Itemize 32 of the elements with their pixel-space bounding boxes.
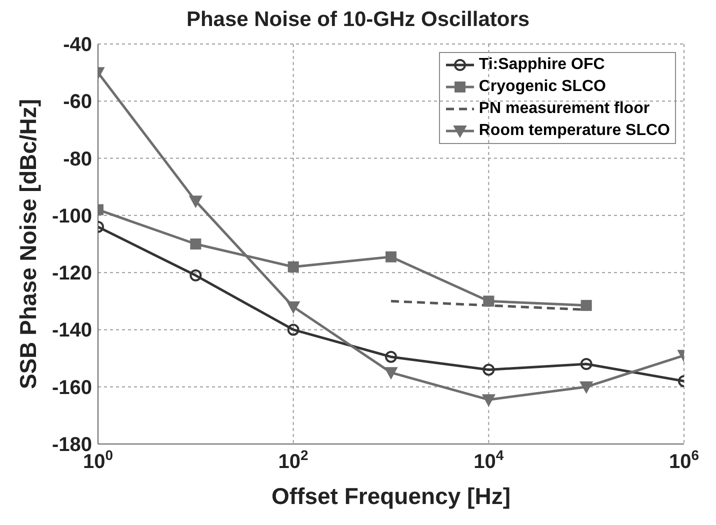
point [190,269,202,282]
point [288,261,299,272]
point [384,367,398,380]
point [286,301,300,314]
point [580,358,592,370]
point [189,196,202,208]
x-tick-label: 10$^{2}$ [278,447,309,473]
point [580,300,592,311]
point [580,381,593,394]
point [482,364,495,376]
legend-label: PN measurement floor [478,100,650,118]
point [190,238,202,250]
y-tick-label: -80 [63,148,92,170]
point [385,350,397,363]
x-tick-label: 10$^{4}$ [474,447,504,473]
y-tick-label: -160 [52,376,92,399]
y-axis-title: SSB Phase Noise [dBc/Hz] [15,98,42,390]
y-tick-label: -120 [52,262,92,285]
point [287,324,300,336]
legend-label: Cryogenic SLCO [478,78,606,96]
y-tick-label: -60 [63,91,92,114]
y-tick-label: -140 [52,320,92,342]
y-tick-label: -40 [63,34,92,56]
point [483,296,494,307]
legend-label: Room temperature SLCO [478,122,670,140]
point [386,251,396,262]
legend-label: Ti:Sapphire OFC [478,56,605,74]
chart-title: Phase Noise of 10-GHz Oscillators [186,8,530,31]
x-tick-label: 10$^{6}$ [668,447,700,473]
point [482,394,496,406]
y-tick-label: -100 [52,205,92,228]
x-axis-title: Offset Frequency [Hz] [272,483,510,509]
